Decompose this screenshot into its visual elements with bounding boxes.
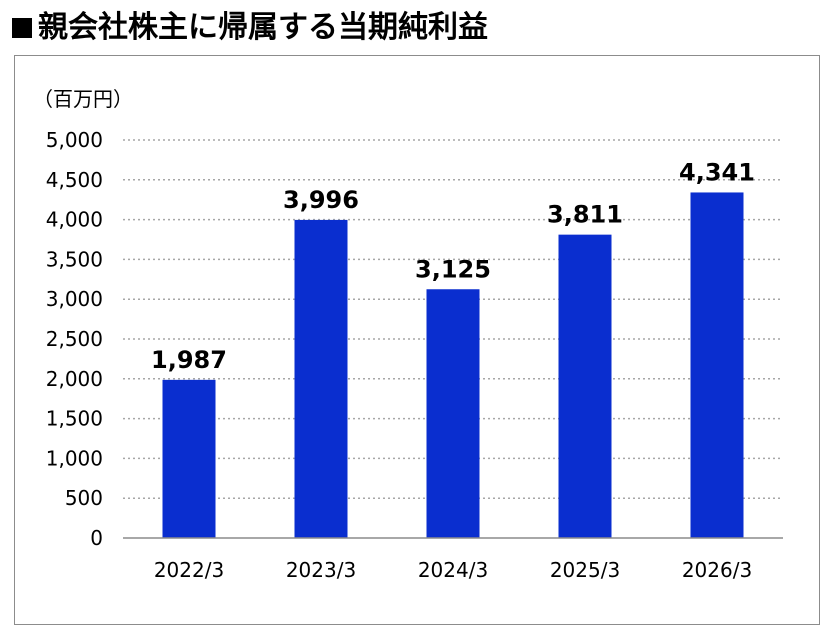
- y-tick-label: 0: [90, 526, 103, 550]
- bar-2026-3: [690, 192, 744, 538]
- chart-title: 親会社株主に帰属する当期純利益: [38, 10, 488, 45]
- y-tick-label: 3,000: [46, 287, 103, 311]
- x-tick-label: 2025/3: [550, 558, 620, 582]
- bar-data-label: 3,811: [547, 201, 623, 229]
- chart-title-bar: 親会社株主に帰属する当期純利益: [12, 6, 488, 50]
- y-axis-unit-label: （百万円）: [33, 87, 133, 111]
- bar-data-label: 1,987: [151, 346, 227, 374]
- bar-2025-3: [558, 234, 612, 538]
- y-tick-label: 5,000: [46, 128, 103, 152]
- y-tick-label: 1,500: [46, 407, 103, 431]
- y-tick-label: 1,000: [46, 446, 103, 470]
- x-tick-label: 2023/3: [286, 558, 356, 582]
- y-tick-label: 4,000: [46, 208, 103, 232]
- bar-2022-3: [162, 379, 216, 538]
- y-tick-label: 4,500: [46, 168, 103, 192]
- bar-data-label: 3,125: [415, 255, 491, 283]
- x-tick-label: 2022/3: [154, 558, 224, 582]
- y-tick-label: 3,500: [46, 247, 103, 271]
- x-tick-label: 2024/3: [418, 558, 488, 582]
- bar-data-label: 3,996: [283, 186, 359, 214]
- chart-frame: （百万円） 0 500 1,000 1,500 2,000 2,500 3,000 3,500 4…: [14, 55, 820, 625]
- y-tick-label: 2,500: [46, 327, 103, 351]
- y-tick-label: 500: [65, 486, 103, 510]
- labels: （百万円） 0 500 1,000 1,500 2,000 2,500 3,000 3,500 4…: [33, 87, 755, 582]
- bar-data-label: 4,341: [679, 158, 755, 186]
- bars: [162, 192, 744, 538]
- title-square-marker: [12, 18, 32, 38]
- x-tick-label: 2026/3: [682, 558, 752, 582]
- bar-2024-3: [426, 289, 480, 538]
- bar-chart: （百万円） 0 500 1,000 1,500 2,000 2,500 3,000 3,500 4…: [33, 87, 783, 582]
- bar-2023-3: [294, 219, 348, 538]
- y-tick-label: 2,000: [46, 367, 103, 391]
